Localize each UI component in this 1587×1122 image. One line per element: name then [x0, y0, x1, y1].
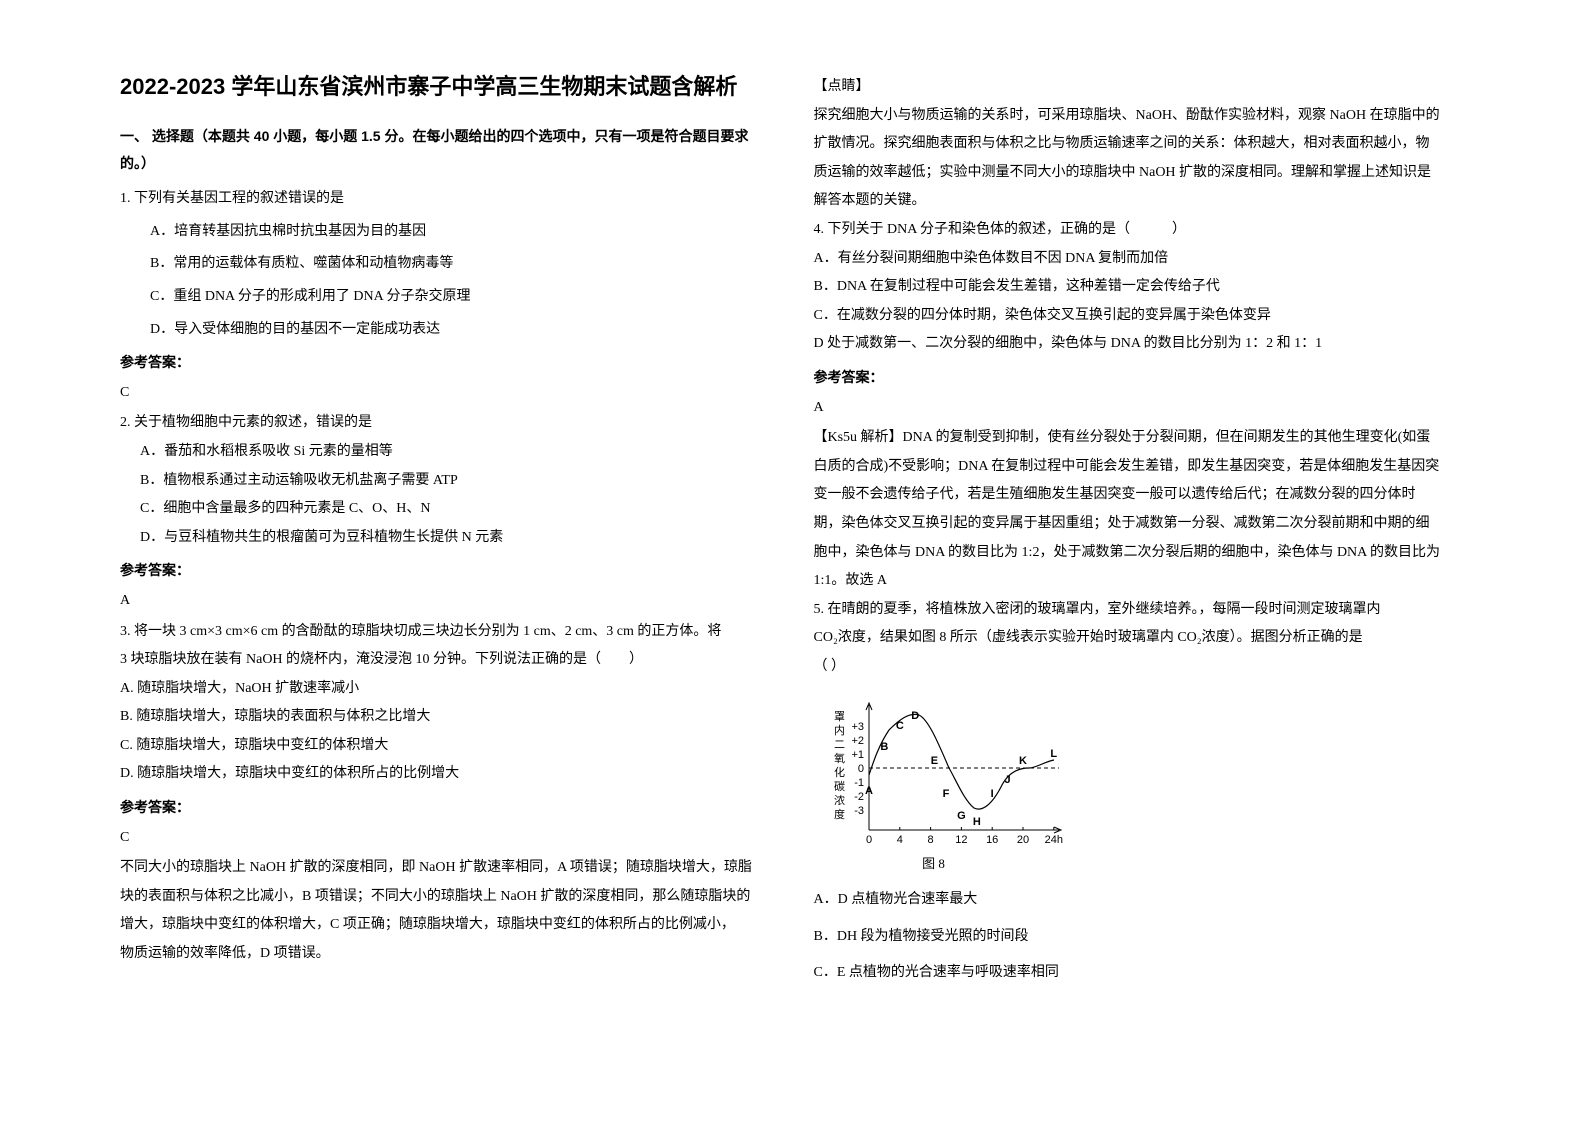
q2-answer-label: 参考答案：: [120, 557, 774, 584]
q2-option-b: B．植物根系通过主动运输吸收无机盐离子需要 ATP: [140, 468, 774, 495]
svg-text:12: 12: [955, 834, 967, 846]
q5-option-c: C．E 点植物的光合速率与呼吸速率相同: [814, 960, 1468, 987]
chart-caption: 图 8: [824, 852, 1044, 877]
svg-text:24h: 24h: [1044, 834, 1062, 846]
svg-text:4: 4: [896, 834, 902, 846]
svg-text:H: H: [972, 816, 980, 828]
q4-option-d: D 处于减数第一、二次分裂的细胞中，染色体与 DNA 的数目比分别为 1：2 和…: [814, 331, 1468, 358]
q2-option-d: D．与豆科植物共生的根瘤菌可为豆科植物生长提供 N 元素: [140, 525, 774, 552]
q4-option-a: A．有丝分裂间期细胞中染色体数目不因 DNA 复制而加倍: [814, 246, 1468, 273]
q1-option-a: A．培育转基因抗虫棉时抗虫基因为目的基因: [150, 219, 774, 246]
q4-option-c: C．在减数分裂的四分体时期，染色体交叉互换引起的变异属于染色体变异: [814, 303, 1468, 330]
figure-8-chart: 罩内二氧化碳浓度 +3 +2 +1 0 -1 -2 -3 0 4 8 12 16 20 24h A BCD E FG…: [824, 690, 1468, 877]
svg-text:G: G: [957, 811, 966, 823]
q3-exp-4: 物质运输的效率降低，D 项错误。: [120, 941, 774, 968]
q5-stem-2: CO₂浓度，结果如图 8 所示（虚线表示实验开始时玻璃罩内 CO₂浓度）。据图分…: [814, 625, 1468, 652]
q5-option-b: B．DH 段为植物接受光照的时间段: [814, 924, 1468, 951]
svg-text:I: I: [990, 788, 993, 800]
q1-stem: 1. 下列有关基因工程的叙述错误的是: [120, 186, 774, 213]
svg-text:-3: -3: [854, 805, 864, 817]
svg-text:20: 20: [1016, 834, 1028, 846]
svg-text:K: K: [1019, 755, 1027, 767]
q3-option-b: B. 随琼脂块增大，琼脂块的表面积与体积之比增大: [120, 704, 774, 731]
svg-text:罩: 罩: [834, 710, 845, 723]
svg-text:E: E: [930, 755, 937, 767]
q1-option-d: D．导入受体细胞的目的基因不一定能成功表达: [150, 317, 774, 344]
svg-text:J: J: [1004, 774, 1010, 786]
q3-exp-3: 增大，琼脂块中变红的体积增大，C 项正确；随琼脂块增大，琼脂块中变红的体积所占的…: [120, 912, 774, 939]
tip-label: 【点睛】: [814, 74, 1468, 101]
svg-text:0: 0: [857, 763, 863, 775]
q3-stem-2: 3 块琼脂块放在装有 NaOH 的烧杯内，淹没浸泡 10 分钟。下列说法正确的是…: [120, 647, 774, 674]
q1-option-c: C．重组 DNA 分子的形成利用了 DNA 分子杂交原理: [150, 284, 774, 311]
svg-text:16: 16: [986, 834, 998, 846]
tip-2: 扩散情况。探究细胞表面积与体积之比与物质运输速率之间的关系：体积越大，相对表面积…: [814, 131, 1468, 158]
q4-exp-5: 胞中，染色体与 DNA 的数目比为 1:2，处于减数第二次分裂后期的细胞中，染色…: [814, 540, 1468, 567]
doc-title: 2022-2023 学年山东省滨州市寨子中学高三生物期末试题含解析: [120, 70, 774, 103]
q3-stem-1: 3. 将一块 3 cm×3 cm×6 cm 的含酚酞的琼脂块切成三块边长分别为 …: [120, 619, 774, 646]
q2-answer: A: [120, 588, 774, 615]
q3-option-a: A. 随琼脂块增大，NaOH 扩散速率减小: [120, 676, 774, 703]
svg-text:0: 0: [865, 834, 871, 846]
q3-answer-label: 参考答案：: [120, 794, 774, 821]
svg-text:L: L: [1050, 748, 1057, 760]
q4-exp-3: 变一般不会遗传给子代，若是生殖细胞发生基因突变一般可以遗传给后代；在减数分裂的四…: [814, 482, 1468, 509]
q1-option-b: B．常用的运载体有质粒、噬菌体和动植物病毒等: [150, 251, 774, 278]
svg-text:化: 化: [834, 765, 845, 779]
q3-option-c: C. 随琼脂块增大，琼脂块中变红的体积增大: [120, 733, 774, 760]
section-header: 一、 选择题（本题共 40 小题，每小题 1.5 分。在每小题给出的四个选项中，…: [120, 123, 774, 176]
svg-text:+1: +1: [851, 749, 864, 761]
q3-exp-2: 块的表面积与体积之比减小，B 项错误；不同大小的琼脂块上 NaOH 扩散的深度相…: [120, 884, 774, 911]
q2-option-c: C．细胞中含量最多的四种元素是 C、O、H、N: [140, 496, 774, 523]
svg-text:D: D: [911, 711, 919, 723]
svg-text:碳: 碳: [834, 779, 845, 793]
tip-3: 质运输的效率越低；实验中测量不同大小的琼脂块中 NaOH 扩散的深度相同。理解和…: [814, 160, 1468, 187]
svg-text:内: 内: [834, 723, 845, 737]
right-column: 【点睛】 探究细胞大小与物质运输的关系时，可采用琼脂块、NaOH、酚酞作实验材料…: [794, 70, 1488, 1082]
svg-text:A: A: [865, 785, 873, 797]
q3-answer: C: [120, 825, 774, 852]
svg-text:C: C: [895, 720, 903, 732]
q4-exp-4: 期，染色体交叉互换引起的变异属于基因重组；处于减数第一分裂、减数第二次分裂前期和…: [814, 511, 1468, 538]
q4-answer-label: 参考答案：: [814, 364, 1468, 391]
left-column: 2022-2023 学年山东省滨州市寨子中学高三生物期末试题含解析 一、 选择题…: [100, 70, 794, 1082]
tip-1: 探究细胞大小与物质运输的关系时，可采用琼脂块、NaOH、酚酞作实验材料，观察 N…: [814, 103, 1468, 130]
q4-stem: 4. 下列关于 DNA 分子和染色体的叙述，正确的是（ ）: [814, 217, 1468, 244]
q4-exp-1: 【Ks5u 解析】DNA 的复制受到抑制，使有丝分裂处于分裂间期，但在间期发生的…: [814, 425, 1468, 452]
svg-text:-1: -1: [854, 777, 864, 789]
svg-text:F: F: [942, 788, 949, 800]
q3-exp-1: 不同大小的琼脂块上 NaOH 扩散的深度相同，即 NaOH 扩散速率相同，A 项…: [120, 855, 774, 882]
svg-text:氧: 氧: [834, 751, 845, 765]
q4-answer: A: [814, 395, 1468, 422]
svg-text:B: B: [880, 741, 888, 753]
q2-stem: 2. 关于植物细胞中元素的叙述，错误的是: [120, 410, 774, 437]
svg-text:8: 8: [927, 834, 933, 846]
svg-text:二: 二: [834, 739, 845, 751]
q1-answer: C: [120, 380, 774, 407]
q5-stem-3: （ ）: [814, 654, 1468, 681]
svg-text:度: 度: [834, 807, 845, 821]
q5-stem-1: 5. 在晴朗的夏季，将植株放入密闭的玻璃罩内，室外继续培养。，每隔一段时间测定玻…: [814, 597, 1468, 624]
q3-option-d: D. 随琼脂块增大，琼脂块中变红的体积所占的比例增大: [120, 761, 774, 788]
svg-text:浓: 浓: [834, 794, 845, 807]
q4-option-b: B．DNA 在复制过程中可能会发生差错，这种差错一定会传给子代: [814, 274, 1468, 301]
svg-text:+3: +3: [851, 721, 864, 733]
chart-svg: 罩内二氧化碳浓度 +3 +2 +1 0 -1 -2 -3 0 4 8 12 16 20 24h A BCD E FG…: [824, 690, 1064, 850]
q2-option-a: A．番茄和水稻根系吸收 Si 元素的量相等: [140, 439, 774, 466]
q5-option-a: A．D 点植物光合速率最大: [814, 887, 1468, 914]
q4-exp-6: 1:1。故选 A: [814, 568, 1468, 595]
svg-text:-2: -2: [854, 791, 864, 803]
tip-4: 解答本题的关键。: [814, 188, 1468, 215]
q4-exp-2: 白质的合成)不受影响；DNA 在复制过程中可能会发生差错，即发生基因突变，若是体…: [814, 454, 1468, 481]
svg-text:+2: +2: [851, 735, 864, 747]
q1-answer-label: 参考答案：: [120, 349, 774, 376]
